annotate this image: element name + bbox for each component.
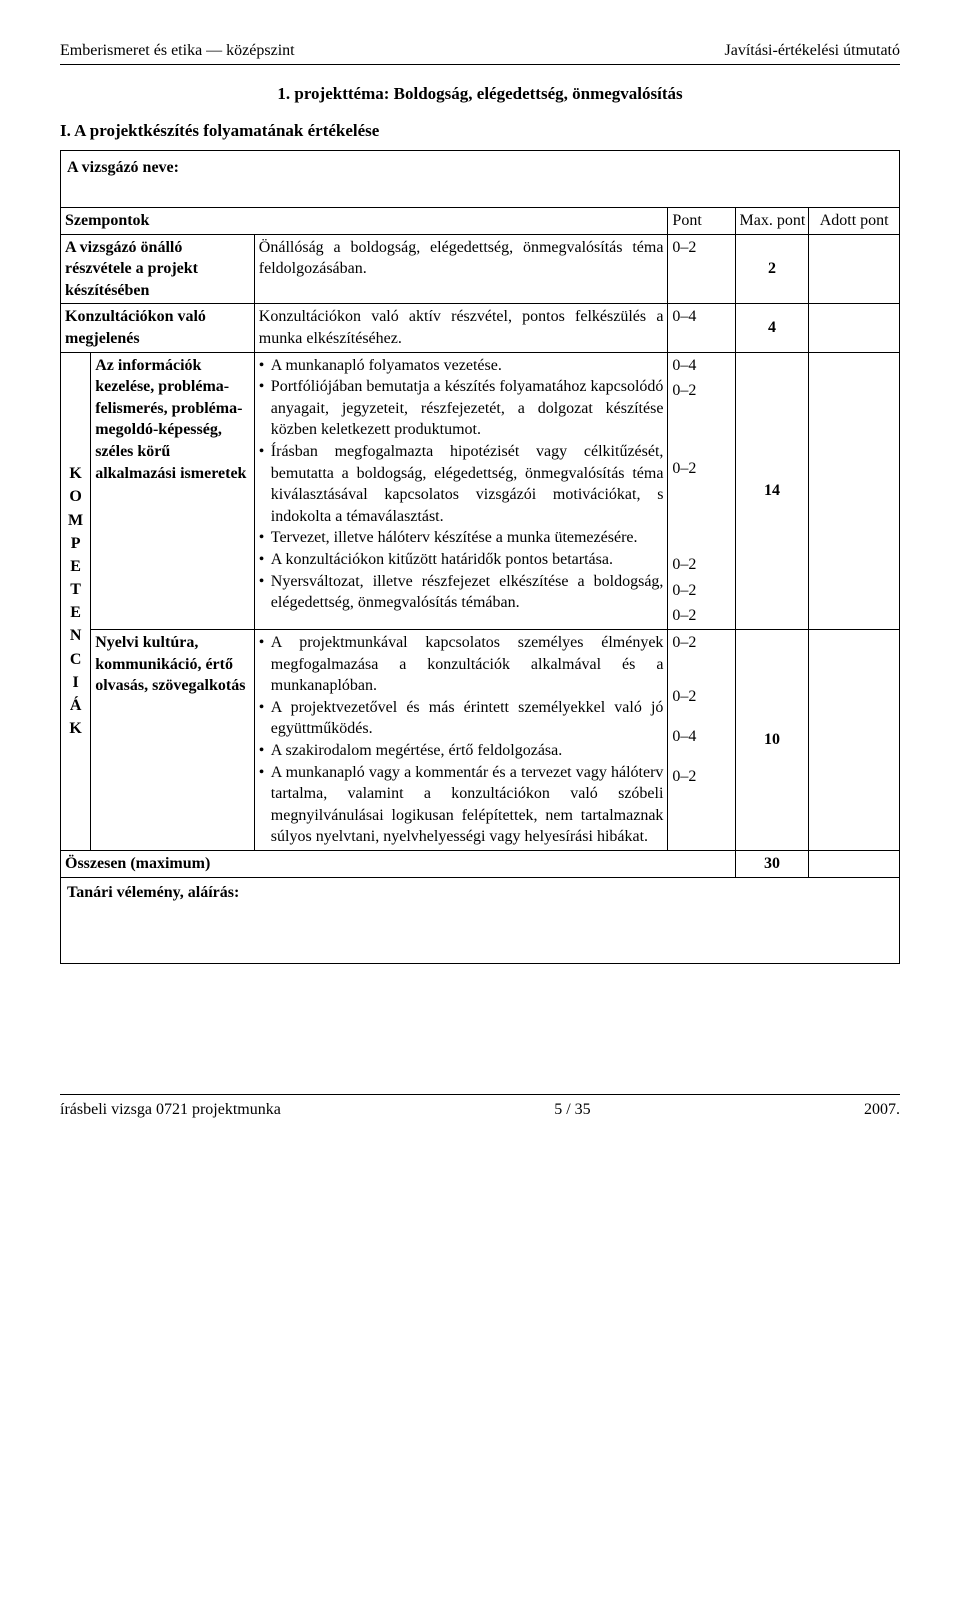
bullet-item: • A munkanapló vagy a kommentár és a ter… xyxy=(259,762,664,848)
row3-pont-5: 0–2 xyxy=(668,603,735,629)
row2-desc: Konzultációkon való aktív részvétel, pon… xyxy=(254,304,668,352)
header-left: Emberismeret és etika — középszint xyxy=(60,40,295,62)
row2-pont: 0–4 xyxy=(668,304,735,352)
header-rule xyxy=(60,64,900,65)
bullet-item: • A projektvezetővel és más érintett sze… xyxy=(259,697,664,740)
row4-max: 10 xyxy=(735,630,809,851)
row4-pont-1: 0–2 xyxy=(668,684,735,724)
page-header: Emberismeret és etika — középszint Javít… xyxy=(60,40,900,62)
theme-title: 1. projekttéma: Boldogság, elégedettség,… xyxy=(60,83,900,106)
col-pont: Pont xyxy=(668,208,735,235)
col-szempontok: Szempontok xyxy=(61,208,668,235)
row1-adott xyxy=(809,234,900,304)
col-adott-pont: Adott pont xyxy=(809,208,900,235)
examinee-label: A vizsgázó neve: xyxy=(67,159,179,176)
row-informaciok-b1: KOMPETENCIÁK Az információk kezelése, pr… xyxy=(61,352,900,378)
row-osszesen: Összesen (maximum) 30 xyxy=(61,850,900,877)
row3-bullets: • A munkanapló folyamatos vezetése.• Por… xyxy=(259,355,664,614)
row3-pont-3: 0–2 xyxy=(668,552,735,578)
row3-pont-4: 0–2 xyxy=(668,578,735,604)
row3-pont-0: 0–4 xyxy=(668,352,735,378)
bullet-item: • A konzultációkon kitűzött határidők po… xyxy=(259,549,664,571)
row-konzultacio: Konzultációkon való megjelenés Konzultác… xyxy=(61,304,900,352)
row1-label: A vizsgázó önálló részvétele a projekt k… xyxy=(61,234,255,304)
row3-pont-2: 0–2 xyxy=(668,456,735,552)
row4-desc: • A projektmunkával kapcsolatos személye… xyxy=(254,630,668,851)
row1-max: 2 xyxy=(735,234,809,304)
bullet-item: • Tervezet, illetve hálóterv készítése a… xyxy=(259,527,664,549)
row-reszvetel: A vizsgázó önálló részvétele a projekt k… xyxy=(61,234,900,304)
bullet-item: • Nyersváltozat, illetve részfejezet elk… xyxy=(259,571,664,614)
row1-pont: 0–2 xyxy=(668,234,735,304)
evaluation-table: A vizsgázó neve: Szempontok Pont Max. po… xyxy=(60,150,900,964)
bullet-item: • A projektmunkával kapcsolatos személye… xyxy=(259,632,664,697)
row4-pont-2: 0–4 xyxy=(668,724,735,764)
row3-pont-1: 0–2 xyxy=(668,378,735,456)
examinee-row: A vizsgázó neve: xyxy=(61,151,900,208)
row2-adott xyxy=(809,304,900,352)
row4-label: Nyelvi kultúra, kommunikáció, értő olvas… xyxy=(91,630,255,851)
col-max-pont: Max. pont xyxy=(735,208,809,235)
osszesen-label: Összesen (maximum) xyxy=(61,850,736,877)
tanari-label: Tanári vélemény, aláírás: xyxy=(67,884,239,901)
table-header-row: Szempontok Pont Max. pont Adott pont xyxy=(61,208,900,235)
bullet-item: • A munkanapló folyamatos vezetése. xyxy=(259,355,664,377)
row2-label: Konzultációkon való megjelenés xyxy=(61,304,255,352)
header-right: Javítási-értékelési útmutató xyxy=(725,40,901,62)
row3-adott xyxy=(809,352,900,629)
row4-pont-0: 0–2 xyxy=(668,630,735,684)
footer-right: 2007. xyxy=(864,1099,900,1121)
row-nyelvi-b1: Nyelvi kultúra, kommunikáció, értő olvas… xyxy=(61,630,900,684)
row4-adott xyxy=(809,630,900,851)
bullet-item: • Portfóliójában bemutatja a készítés fo… xyxy=(259,376,664,441)
row4-bullets: • A projektmunkával kapcsolatos személye… xyxy=(259,632,664,848)
section-title: I. A projektkészítés folyamatának értéke… xyxy=(60,120,900,143)
kompetenciak-vertical-cell: KOMPETENCIÁK xyxy=(61,352,91,850)
row1-desc: Önállóság a boldogság, elégedettség, önm… xyxy=(254,234,668,304)
page-footer: írásbeli vizsga 0721 projektmunka 5 / 35… xyxy=(60,1099,900,1121)
row2-max: 4 xyxy=(735,304,809,352)
row3-desc: • A munkanapló folyamatos vezetése.• Por… xyxy=(254,352,668,629)
row3-max: 14 xyxy=(735,352,809,629)
bullet-item: • A szakirodalom megértése, értő feldolg… xyxy=(259,740,664,762)
row4-pont-3: 0–2 xyxy=(668,764,735,851)
osszesen-value: 30 xyxy=(735,850,809,877)
bullet-item: • Írásban megfogalmazta hipotézisét vagy… xyxy=(259,441,664,527)
footer-left: írásbeli vizsga 0721 projektmunka xyxy=(60,1099,281,1121)
row-tanari: Tanári vélemény, aláírás: xyxy=(61,877,900,964)
kompetenciak-vertical-text: KOMPETENCIÁK xyxy=(68,465,83,737)
row3-label: Az információk kezelése, probléma-felism… xyxy=(91,352,255,629)
footer-center: 5 / 35 xyxy=(554,1099,590,1121)
osszesen-adott xyxy=(809,850,900,877)
footer-rule xyxy=(60,1094,900,1095)
